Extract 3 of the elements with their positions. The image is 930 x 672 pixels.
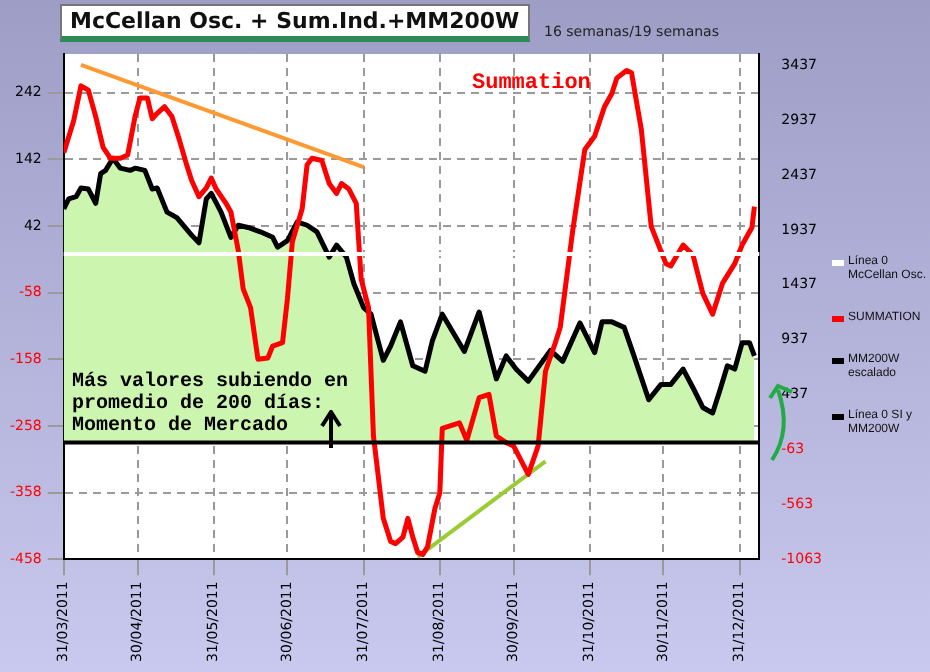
annotation: Más valores subiendo en promedio de 200 días: Momento de Mercado [72,372,351,438]
chart-title: McCellan Osc. + Sum.Ind.+MM200W [60,4,530,42]
annotation: Summation [472,72,591,96]
